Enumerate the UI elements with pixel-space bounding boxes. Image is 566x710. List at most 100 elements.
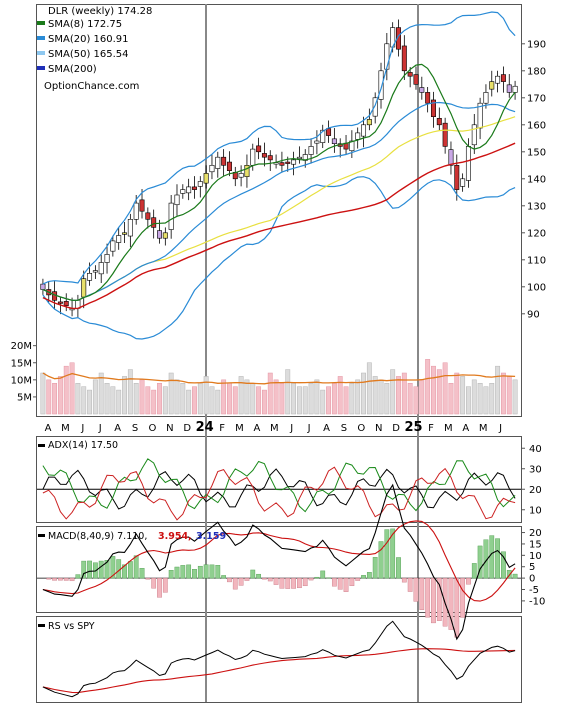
x-axis-label: A [253, 423, 260, 434]
macd-histogram-bar [385, 530, 389, 579]
volume-bar [99, 373, 103, 414]
macd-histogram-bar [140, 568, 144, 578]
macd-histogram-bar [513, 574, 517, 578]
volume-tick-label: 15M [11, 358, 32, 369]
adx-series-line [43, 467, 515, 520]
candle-body [146, 213, 150, 219]
adx-tick-label: 30 [529, 464, 542, 475]
x-axis-label: F [428, 423, 434, 434]
volume-bar [472, 380, 476, 414]
x-axis-label: F [219, 423, 225, 434]
macd-signal-label: 3.954, [158, 531, 192, 542]
legend-sma200: SMA(200) [48, 64, 97, 75]
candle-body [105, 254, 109, 262]
x-axis-label: M [444, 423, 453, 434]
legend-swatch-sma20 [37, 36, 45, 40]
candle-body [297, 157, 301, 159]
price-tick-label: 140 [527, 174, 546, 185]
macd-histogram-bar [256, 574, 260, 578]
candle-body [87, 273, 91, 280]
volume-bar [82, 387, 86, 414]
macd-histogram-bar [163, 578, 167, 592]
volume-bar [443, 363, 447, 414]
macd-histogram-bar [420, 578, 424, 610]
volume-bar [344, 387, 348, 414]
x-axis-label: S [341, 423, 347, 434]
macd-histogram-bar [408, 578, 412, 591]
x-axis-label: M [61, 423, 70, 434]
macd-histogram-bar [99, 561, 103, 578]
volume-bar [402, 373, 406, 414]
macd-histogram-bar [239, 578, 243, 585]
macd-histogram-bar [175, 567, 179, 578]
volume-bar [286, 370, 290, 414]
legend-sma50: SMA(50) 165.54 [48, 49, 129, 60]
price-tick-label: 100 [527, 282, 546, 293]
macd-histogram-bar [64, 578, 68, 580]
volume-bar [332, 383, 336, 414]
x-axis-label: 25 [405, 420, 423, 435]
adx-tick-label: 10 [529, 505, 542, 516]
macd-histogram-bar [87, 561, 91, 578]
candle-body [262, 153, 266, 157]
candle-body [484, 92, 488, 103]
volume-bar [431, 366, 435, 414]
volume-bar [256, 387, 260, 414]
macd-histogram-bar [128, 561, 132, 578]
price-tick-label: 170 [527, 93, 546, 104]
volume-bar [326, 387, 330, 414]
legend-sma8: SMA(8) 172.75 [48, 19, 122, 30]
volume-bar [449, 383, 453, 414]
price-candles [41, 20, 518, 318]
candle-body [420, 88, 424, 93]
macd-histogram-bar [157, 578, 161, 597]
volume-bar [490, 383, 494, 414]
x-axis-label: D [183, 423, 191, 434]
x-axis-label: J [98, 423, 102, 434]
volume-bar [52, 383, 56, 414]
candle-body [490, 82, 494, 90]
volume-bar [303, 387, 307, 414]
macd-histogram-bar [216, 565, 220, 578]
volume-bar [47, 380, 51, 414]
adx-series-line [43, 459, 515, 512]
volume-bar [361, 373, 365, 414]
price-tick-label: 180 [527, 66, 546, 77]
macd-histogram-bar [70, 578, 74, 581]
x-axis-label: N [375, 423, 382, 434]
volume-bar [455, 373, 459, 414]
volume-bar [76, 383, 80, 414]
candle-body [128, 219, 132, 236]
volume-bar [268, 373, 272, 414]
macd-histogram-bar [58, 578, 62, 580]
candle-body [64, 301, 68, 305]
volume-bar [495, 366, 499, 414]
macd-histogram-bar [402, 578, 406, 582]
volume-bar [408, 383, 412, 414]
volume-bar [227, 383, 231, 414]
candle-body [227, 162, 231, 171]
legend-swatch-sma8 [37, 21, 45, 25]
volume-tick-label: 20M [11, 341, 32, 352]
macd-histogram-bar [431, 578, 435, 623]
macd-histogram-bar [134, 556, 138, 578]
candle-body [93, 271, 97, 273]
candle-body [251, 149, 255, 165]
x-axis-label: N [166, 423, 173, 434]
candle-body [41, 284, 45, 289]
candle-body [186, 187, 190, 193]
macd-histogram-bar [414, 578, 418, 601]
macd-histogram-bar [344, 578, 348, 592]
candle-body [367, 119, 371, 124]
macd-histogram-bar [361, 575, 365, 578]
volume-bar [356, 380, 360, 414]
macd-histogram-bar [396, 557, 400, 578]
macd-histogram-bar [332, 578, 336, 586]
volume-bar [122, 376, 126, 414]
volume-bar [414, 387, 418, 414]
volume-bar [466, 387, 470, 414]
x-axis-label: A [45, 423, 52, 434]
